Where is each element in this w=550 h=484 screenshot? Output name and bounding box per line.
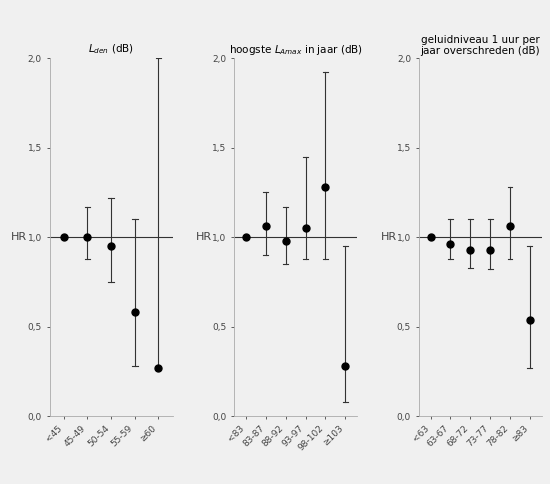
- Y-axis label: HR: HR: [11, 232, 28, 242]
- Y-axis label: HR: HR: [381, 232, 397, 242]
- Title: $L_{den}$ (dB): $L_{den}$ (dB): [88, 43, 134, 56]
- Y-axis label: HR: HR: [196, 232, 212, 242]
- Title: geluidniveau 1 uur per jaar overschreden (dB): geluidniveau 1 uur per jaar overschreden…: [420, 34, 540, 56]
- Title: hoogste $L_{Amax}$ in jaar (dB): hoogste $L_{Amax}$ in jaar (dB): [229, 43, 362, 57]
